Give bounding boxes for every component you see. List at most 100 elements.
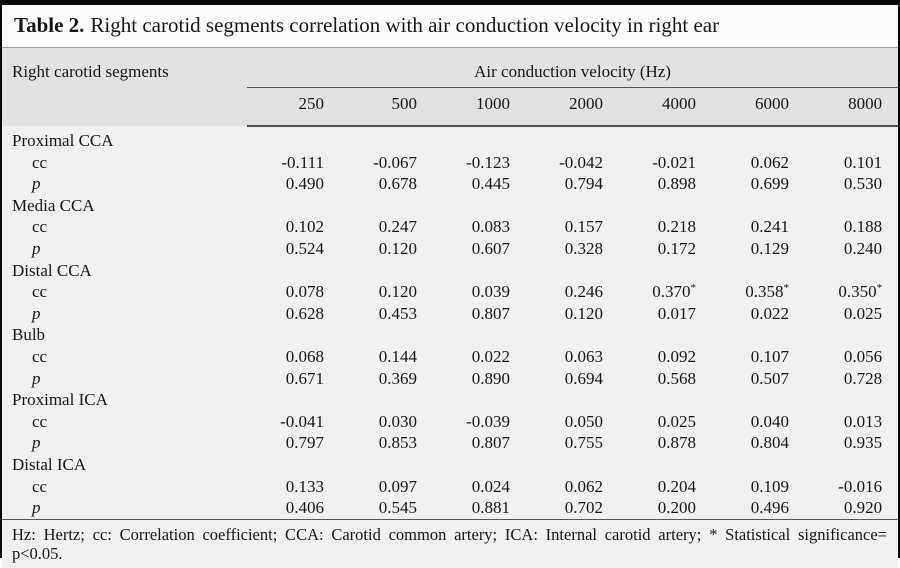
value-cell: 0.496 bbox=[750, 498, 789, 518]
frequency-column-header: 8000 bbox=[805, 87, 899, 127]
segment-group-row: Media CCA bbox=[2, 195, 898, 217]
segment-name: Proximal ICA bbox=[12, 390, 108, 410]
table-header: Right carotid segments Air conduction ve… bbox=[2, 48, 899, 127]
column-group-header: Air conduction velocity (Hz) bbox=[247, 48, 899, 88]
p-value-row: p 0.797 0.853 0.807 0.755 0.878 0.804 0.935 bbox=[2, 432, 898, 454]
table-body: Proximal CCA cc -0.111 -0.067 -0.123 -0.042 -0… bbox=[2, 126, 898, 519]
p-value-row: p 0.671 0.369 0.890 0.694 0.568 0.507 0.728 bbox=[2, 368, 898, 390]
stat-label: cc bbox=[32, 217, 48, 237]
value-cell: 0.017 bbox=[657, 303, 696, 323]
value-cell: 0.040 bbox=[750, 411, 789, 431]
value-cell: 0.328 bbox=[564, 238, 603, 258]
value-cell: -0.067 bbox=[373, 152, 417, 172]
value-cell: 0.898 bbox=[657, 174, 696, 194]
value-cell: -0.041 bbox=[280, 411, 324, 431]
value-cell: -0.042 bbox=[559, 152, 603, 172]
value-cell: 0.794 bbox=[564, 174, 603, 194]
value-cell: 0.102 bbox=[285, 217, 324, 237]
value-cell: 0.445 bbox=[471, 174, 510, 194]
value-cell: 0.694 bbox=[564, 368, 603, 388]
value-cell: 0.878 bbox=[657, 433, 696, 453]
value-cell: 0.853 bbox=[378, 433, 417, 453]
value-cell: 0.241 bbox=[750, 217, 789, 237]
value-cell: 0.025 bbox=[843, 303, 883, 323]
value-cell: 0.530 bbox=[843, 174, 883, 194]
p-value-row: p 0.524 0.120 0.607 0.328 0.172 0.129 0.240 bbox=[2, 238, 898, 260]
value-cell: 0.702 bbox=[564, 498, 603, 518]
value-cell: 0.200 bbox=[657, 498, 696, 518]
value-cell: 0.507 bbox=[750, 368, 789, 388]
value-cell: 0.524 bbox=[285, 238, 324, 258]
frequency-column-header: 250 bbox=[247, 87, 340, 127]
cc-row: cc 0.078 0.120 0.039 0.246 0.370* 0.358* 0.350* bbox=[2, 281, 898, 303]
value-cell: 0.083 bbox=[471, 217, 510, 237]
frequency-column-header: 500 bbox=[340, 87, 433, 127]
segment-group-row: Bulb bbox=[2, 324, 898, 346]
value-cell: 0.022 bbox=[750, 303, 789, 323]
significance-asterisk: * bbox=[876, 282, 883, 295]
p-value-row: p 0.490 0.678 0.445 0.794 0.898 0.699 0.530 bbox=[2, 173, 898, 195]
value-cell: 0.890 bbox=[471, 368, 510, 388]
value-cell: 0.022 bbox=[471, 346, 510, 366]
p-value-row: p 0.628 0.453 0.807 0.120 0.017 0.022 0.025 bbox=[2, 303, 898, 325]
p-value-row: p 0.406 0.545 0.881 0.702 0.200 0.496 0.920 bbox=[2, 497, 898, 519]
significance-asterisk: * bbox=[690, 282, 697, 295]
value-cell: 0.935 bbox=[843, 433, 883, 453]
value-cell: 0.062 bbox=[564, 476, 603, 496]
value-cell: 0.246 bbox=[564, 282, 603, 302]
stat-label: p bbox=[32, 368, 41, 388]
value-cell: 0.358* bbox=[745, 282, 789, 302]
value-cell: 0.172 bbox=[657, 238, 696, 258]
segment-group-row: Distal CCA bbox=[2, 260, 898, 282]
value-cell: 0.807 bbox=[471, 303, 510, 323]
table-caption: Right carotid segments correlation with … bbox=[90, 13, 720, 37]
value-cell: 0.107 bbox=[750, 346, 789, 366]
value-cell: 0.144 bbox=[378, 346, 417, 366]
value-cell: 0.807 bbox=[471, 433, 510, 453]
segment-group-row: Proximal ICA bbox=[2, 389, 898, 411]
value-cell: 0.568 bbox=[657, 368, 696, 388]
segment-group-row: Distal ICA bbox=[2, 454, 898, 476]
value-cell: 0.678 bbox=[378, 174, 417, 194]
value-cell: 0.062 bbox=[750, 152, 789, 172]
value-cell: 0.218 bbox=[657, 217, 696, 237]
value-cell: 0.025 bbox=[657, 411, 696, 431]
stat-label: cc bbox=[32, 152, 48, 172]
value-cell: -0.111 bbox=[281, 152, 324, 172]
stat-label: cc bbox=[32, 476, 48, 496]
value-cell: 0.097 bbox=[378, 476, 417, 496]
value-cell: 0.881 bbox=[471, 498, 510, 518]
value-cell: 0.370* bbox=[652, 282, 697, 302]
segment-name: Media CCA bbox=[12, 195, 95, 215]
value-cell: 0.804 bbox=[750, 433, 789, 453]
value-cell: 0.671 bbox=[285, 368, 324, 388]
frequency-column-header: 2000 bbox=[526, 87, 619, 127]
table-footnote: Hz: Hertz; cc: Correlation coefficient; … bbox=[2, 518, 898, 568]
cc-row: cc -0.041 0.030 -0.039 0.050 0.025 0.040 0.013 bbox=[2, 411, 898, 433]
value-cell: 0.755 bbox=[564, 433, 603, 453]
value-cell: 0.628 bbox=[285, 303, 324, 323]
value-cell: 0.063 bbox=[564, 346, 603, 366]
value-cell: 0.188 bbox=[843, 217, 883, 237]
value-cell: 0.092 bbox=[657, 346, 696, 366]
segment-name: Proximal CCA bbox=[12, 131, 114, 150]
frequency-column-header: 6000 bbox=[712, 87, 805, 127]
value-cell: 0.120 bbox=[378, 238, 417, 258]
value-cell: 0.068 bbox=[285, 346, 324, 366]
value-cell: 0.133 bbox=[285, 476, 324, 496]
value-cell: 0.728 bbox=[843, 368, 883, 388]
value-cell: 0.240 bbox=[843, 238, 883, 258]
value-cell: 0.101 bbox=[843, 152, 883, 172]
value-cell: -0.039 bbox=[466, 411, 510, 431]
value-cell: 0.039 bbox=[471, 282, 510, 302]
value-cell: 0.129 bbox=[750, 238, 789, 258]
value-cell: 0.545 bbox=[378, 498, 417, 518]
value-cell: 0.247 bbox=[378, 217, 417, 237]
value-cell: 0.453 bbox=[378, 303, 417, 323]
value-cell: 0.797 bbox=[285, 433, 324, 453]
table-number: Table 2. bbox=[14, 13, 85, 37]
value-cell: 0.350* bbox=[838, 282, 883, 302]
stat-label: cc bbox=[32, 411, 48, 431]
value-cell: -0.123 bbox=[466, 152, 510, 172]
